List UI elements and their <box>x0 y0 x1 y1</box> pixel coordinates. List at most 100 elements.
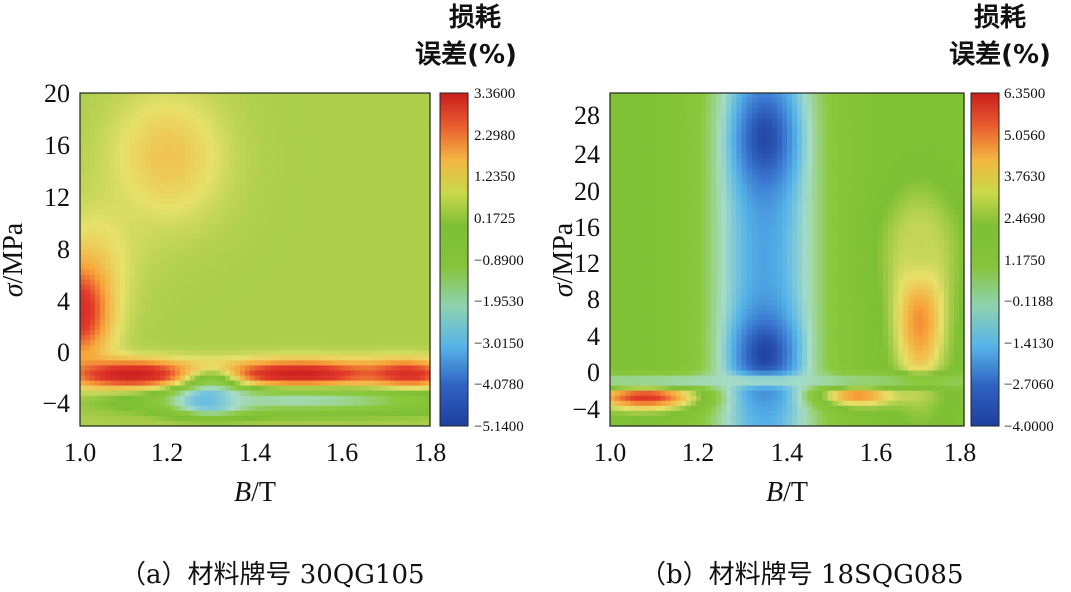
heatmap-cell <box>140 163 146 170</box>
heatmap-cell <box>260 178 266 185</box>
heatmap-cell <box>415 289 421 296</box>
heatmap-cell <box>375 188 381 195</box>
heatmap-cell <box>370 209 376 215</box>
heatmap-cell <box>320 173 326 180</box>
heatmap-cell <box>165 365 171 372</box>
heatmap-cell <box>395 289 401 296</box>
heatmap-cell <box>395 108 401 114</box>
heatmap-cell <box>220 309 226 316</box>
heatmap-cell <box>220 320 226 326</box>
heatmap-cell <box>335 420 341 427</box>
heatmap-cell <box>280 143 286 150</box>
heatmap-cell <box>120 229 126 235</box>
heatmap-cell <box>245 93 251 99</box>
heatmap-cell <box>220 350 226 356</box>
heatmap-cell <box>345 315 351 321</box>
heatmap-cell <box>235 315 241 321</box>
heatmap-cell <box>320 400 326 407</box>
heatmap-cell <box>345 249 351 256</box>
heatmap-cell <box>225 289 231 296</box>
heatmap-cell <box>615 123 621 129</box>
heatmap-cell <box>280 380 286 387</box>
heatmap-cell <box>400 279 406 286</box>
heatmap-cell <box>620 113 626 119</box>
heatmap-cell <box>185 299 191 306</box>
heatmap-cell <box>155 375 161 382</box>
heatmap-cell <box>415 173 421 180</box>
heatmap-cell <box>90 239 96 245</box>
heatmap-cell <box>165 219 171 225</box>
heatmap-cell <box>405 264 411 271</box>
heatmap-cell <box>285 340 291 346</box>
heatmap-cell <box>160 103 166 109</box>
heatmap-cell <box>210 143 216 150</box>
heatmap-cell <box>310 229 316 235</box>
heatmap-cell <box>105 304 111 311</box>
heatmap-cell <box>175 375 181 382</box>
heatmap-cell <box>115 259 121 266</box>
heatmap-cell <box>215 330 221 336</box>
heatmap-cell <box>170 370 176 377</box>
heatmap-cell <box>350 415 356 422</box>
heatmap-cell <box>90 123 96 129</box>
heatmap-cell <box>410 264 416 271</box>
heatmap-cell <box>410 148 416 155</box>
colorbar-a-tick: −0.8900 <box>474 253 524 269</box>
heatmap-cell <box>330 143 336 150</box>
heatmap-cell <box>425 219 431 225</box>
heatmap-cell <box>405 118 411 124</box>
heatmap-cell <box>260 128 266 134</box>
heatmap-cell <box>610 350 616 356</box>
heatmap-cell <box>260 294 266 301</box>
heatmap-cell <box>625 340 631 346</box>
heatmap-cell <box>155 299 161 306</box>
heatmap-cell <box>625 188 631 195</box>
heatmap-cell <box>345 325 351 331</box>
heatmap-cell <box>135 395 141 402</box>
heatmap-cell <box>415 158 421 165</box>
heatmap-cell <box>205 143 211 150</box>
heatmap-cell <box>410 390 416 397</box>
heatmap-cell <box>205 158 211 165</box>
heatmap-cell <box>420 188 426 195</box>
heatmap-cell <box>155 143 161 150</box>
heatmap-cell <box>350 294 356 301</box>
heatmap-cell <box>135 123 141 129</box>
heatmap-cell <box>210 420 216 427</box>
heatmap-cell <box>225 153 231 160</box>
heatmap-cell <box>325 420 331 427</box>
heatmap-cell <box>275 239 281 245</box>
heatmap-cell <box>100 193 106 200</box>
heatmap-cell <box>230 279 236 286</box>
heatmap-cell <box>150 168 156 175</box>
heatmap-cell <box>100 289 106 296</box>
heatmap-cell <box>230 269 236 276</box>
heatmap-cell <box>415 400 421 407</box>
heatmap-cell <box>325 345 331 351</box>
heatmap-cell <box>115 209 121 215</box>
heatmap-cell <box>200 249 206 256</box>
heatmap-cell <box>225 365 231 372</box>
heatmap-cell <box>345 395 351 402</box>
heatmap-cell <box>410 209 416 215</box>
heatmap-cell <box>385 279 391 286</box>
heatmap-cell <box>185 340 191 346</box>
heatmap-cell <box>410 123 416 129</box>
heatmap-cell <box>290 345 296 351</box>
heatmap-cell <box>305 415 311 422</box>
heatmap-cell <box>135 153 141 160</box>
heatmap-cell <box>375 289 381 296</box>
heatmap-cell <box>145 365 151 372</box>
heatmap-cell <box>180 395 186 402</box>
heatmap-cell <box>145 173 151 180</box>
heatmap-cell <box>115 219 121 225</box>
heatmap-cell <box>320 103 326 109</box>
heatmap-cell <box>240 214 246 220</box>
heatmap-cell <box>270 370 276 377</box>
heatmap-cell <box>225 284 231 291</box>
heatmap-cell <box>410 103 416 109</box>
heatmap-cell <box>405 209 411 215</box>
heatmap-cell <box>405 395 411 402</box>
heatmap-cell <box>385 330 391 336</box>
heatmap-cell <box>85 415 91 422</box>
